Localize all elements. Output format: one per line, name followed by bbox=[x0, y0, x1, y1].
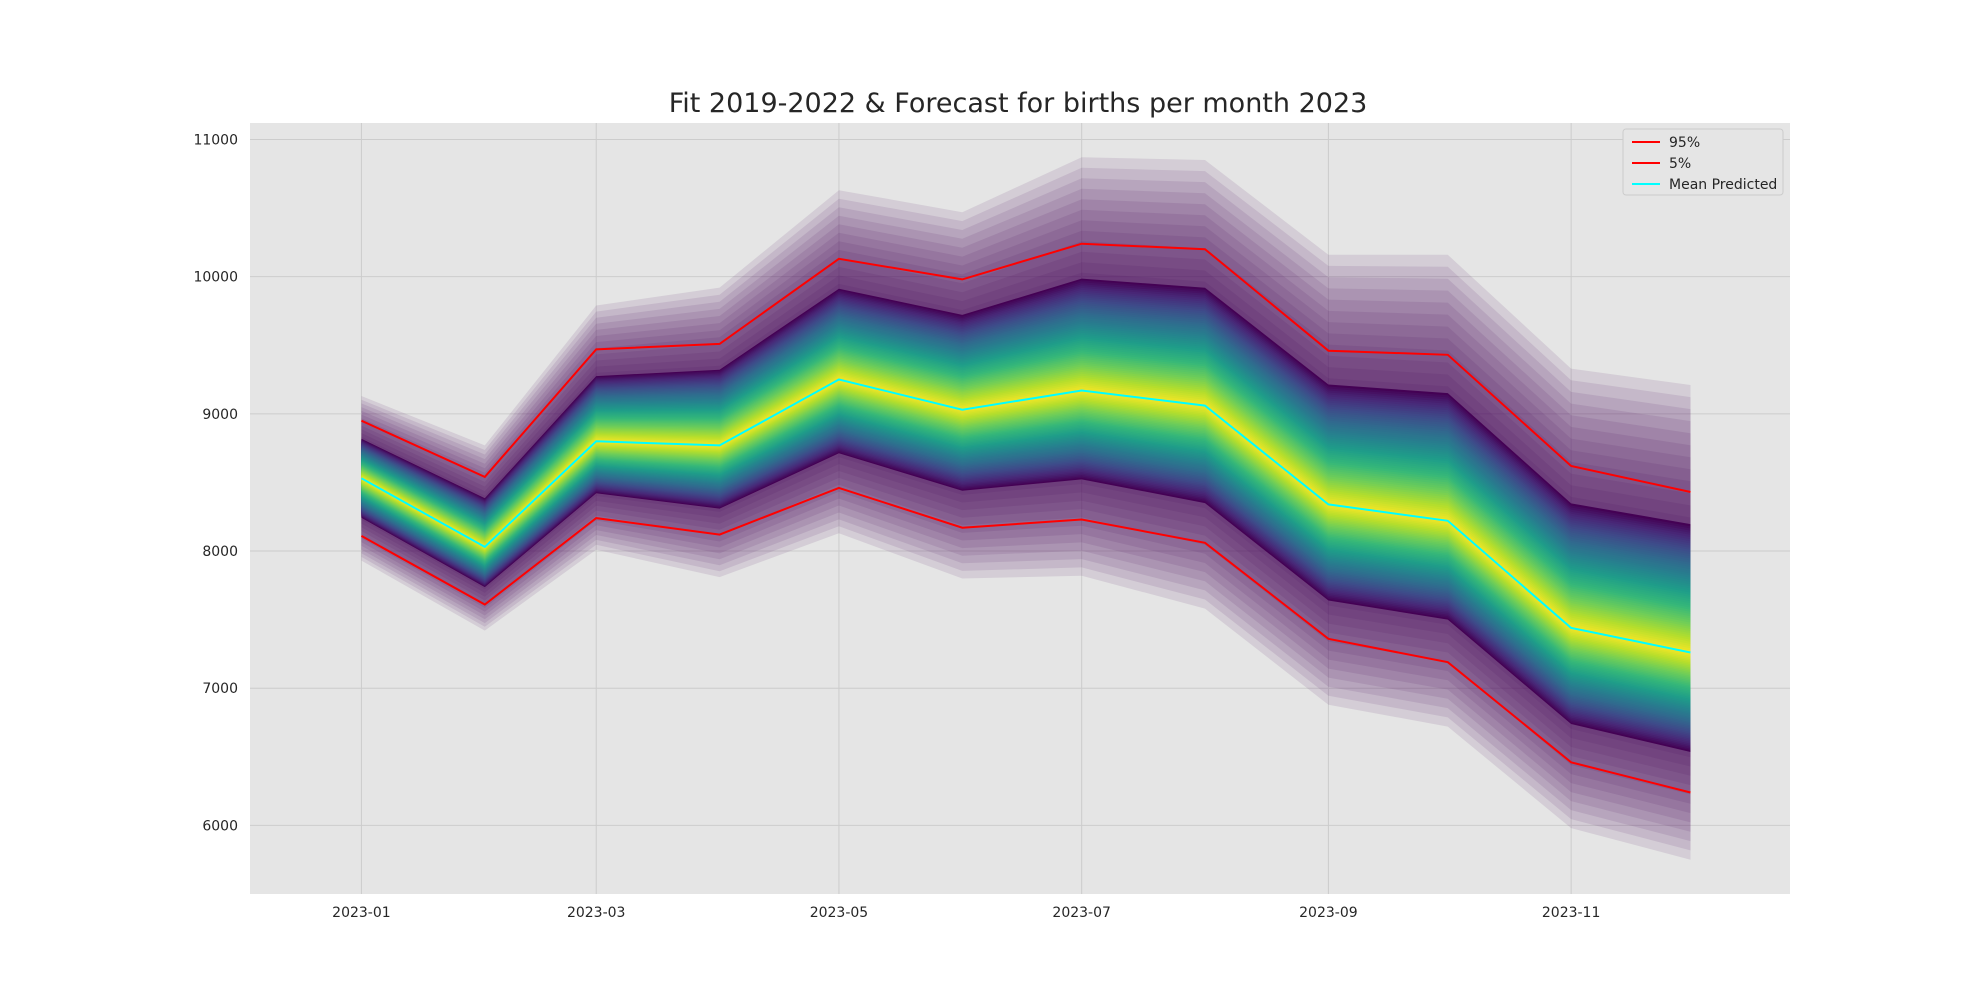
legend-label: 5% bbox=[1669, 156, 1691, 172]
y-tick-label: 9000 bbox=[202, 407, 238, 423]
fan-band bbox=[361, 220, 1691, 804]
fan-band bbox=[361, 167, 1691, 851]
fan-band bbox=[361, 188, 1691, 832]
x-tick-label: 2023-05 bbox=[810, 905, 869, 921]
y-tick-label: 11000 bbox=[193, 132, 238, 148]
legend-box bbox=[1622, 128, 1784, 196]
legend-label: 95% bbox=[1669, 135, 1700, 151]
series-line-mean-predicted bbox=[360, 378, 1691, 654]
x-axis-ticks: 2023-01 2023-03 2023-05 2023-07 2023-09 2023-… bbox=[332, 905, 1600, 921]
x-tick-label: 2023-07 bbox=[1052, 905, 1111, 921]
x-tick-label: 2023-03 bbox=[567, 905, 626, 921]
series-line-95 bbox=[360, 242, 1691, 493]
fan-band bbox=[361, 157, 1691, 860]
y-tick-label: 10000 bbox=[193, 270, 238, 286]
fan-band bbox=[361, 378, 1691, 655]
x-tick-label: 2023-09 bbox=[1299, 905, 1358, 921]
y-tick-label: 7000 bbox=[202, 681, 238, 697]
fan-band bbox=[361, 209, 1691, 814]
legend: 95% 5% Mean Predicted bbox=[1622, 128, 1784, 196]
legend-label: Mean Predicted bbox=[1669, 177, 1777, 193]
x-tick-label: 2023-11 bbox=[1542, 905, 1601, 921]
chart-title: Fit 2019-2022 & Forecast for births per … bbox=[669, 88, 1368, 119]
y-tick-label: 6000 bbox=[202, 818, 238, 834]
fan-band bbox=[361, 376, 1691, 656]
fan-band bbox=[361, 178, 1691, 842]
x-tick-label: 2023-01 bbox=[332, 905, 391, 921]
y-tick-label: 8000 bbox=[202, 544, 238, 560]
series-line-5 bbox=[360, 486, 1691, 794]
y-axis-ticks: 6000 7000 8000 9000 10000 11000 bbox=[193, 132, 238, 834]
fan-bands bbox=[361, 157, 1691, 860]
series-lines bbox=[360, 242, 1691, 794]
fan-band bbox=[361, 199, 1691, 823]
